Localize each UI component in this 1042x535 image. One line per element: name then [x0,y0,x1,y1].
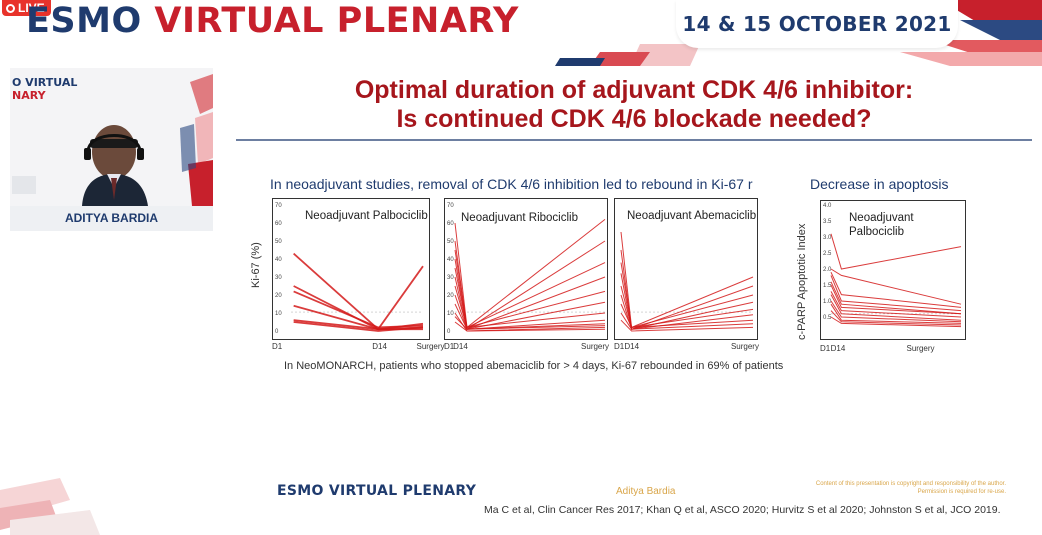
x-tick-label: D14 [830,344,846,353]
x-tick-label: Surgery [581,342,610,351]
subhead-rebound: In neoadjuvant studies, removal of CDK 4… [270,176,753,192]
x-tick-label: D14 [453,342,468,351]
series-line [830,268,962,305]
series-line [454,285,606,328]
speaker-name: ADITYA BARDIA [10,206,213,231]
banner-title: ESMO VIRTUAL PLENARY [26,0,519,42]
series-line [454,321,606,332]
series-line [830,294,962,321]
presentation-slide: Optimal duration of adjuvant CDK 4/6 inh… [226,66,1042,535]
series-line [454,316,606,330]
x-tick-label: Surgery [730,342,759,351]
footer-speaker-name: Aditya Bardia [616,486,676,497]
x-tick-label: D1 [614,342,625,351]
header-banner: LIVE ESMO VIRTUAL PLENARY 14 & 15 OCTOBE… [0,0,1042,66]
chart-cparp-title: Neoadjuvant Palbociclib [849,212,914,238]
chart-ribociclib: 0 10 20 30 40 50 60 70 Neoadjuvant Ribociclib [444,198,608,340]
chart-cparp-plot: 0.5 1.0 1.5 2.0 2.5 3.0 3.5 4.0 [823,203,962,328]
y-tick-label: 60 [447,221,454,227]
cparp-axis-title: c-PARP Apoptotic Index [796,223,808,340]
y-tick-label: 30 [275,275,282,281]
speaker-video[interactable] [10,68,213,206]
y-tick-label: 0.5 [823,315,832,321]
series-line [830,303,962,324]
footer-decoration [0,478,100,535]
series-line [830,271,962,308]
y-tick-label: 40 [447,257,454,263]
x-tick-label: Surgery [906,344,935,353]
speaker-background-logo: O VIRTUAL NARY [12,76,78,102]
series-line [830,310,962,326]
y-tick-label: 4.0 [823,203,832,209]
chart-palbociclib: 0 10 20 30 40 50 60 70 Neoadjuvant Palbociclib [272,198,430,340]
slide-references: Ma C et al, Clin Cancer Res 2017; Khan Q… [484,504,1001,516]
speaker-panel: O VIRTUAL NARY ADITYA BARDIA [10,68,213,231]
y-tick-label: 70 [447,203,454,209]
y-tick-label: 1.0 [823,299,832,305]
event-date: 14 & 15 OCTOBER 2021 [682,12,952,36]
chart-ribociclib-plot: 0 10 20 30 40 50 60 70 [447,203,606,335]
series-line [620,303,754,328]
chart-ribociclib-title: Neoadjuvant Ribociclib [461,212,578,224]
footer-logo: ESMO VIRTUAL PLENARY [277,483,477,499]
neomonarch-footnote: In NeoMONARCH, patients who stopped abem… [284,360,784,372]
y-tick-label: 3.5 [823,219,832,225]
x-tick-label: D14 [372,342,387,351]
y-tick-label: 20 [447,293,454,299]
y-tick-label: 0 [275,329,279,335]
y-tick-label: 3.0 [823,235,832,241]
y-tick-label: 70 [275,203,282,209]
y-tick-label: 10 [275,311,282,317]
chart-cparp: 0.5 1.0 1.5 2.0 2.5 3.0 3.5 4.0 Neoadjuvant Pal… [820,200,966,340]
series-line [830,281,962,315]
slide-title: Optimal duration of adjuvant CDK 4/6 inh… [354,76,914,133]
y-tick-label: 1.5 [823,283,832,289]
footer-copyright: Content of this presentation is copyrigh… [815,481,1006,495]
series-line [620,262,754,329]
banner-decoration [555,0,1042,66]
chart-palbociclib-plot: 0 10 20 30 40 50 60 70 [275,203,424,335]
series-line [293,252,424,331]
y-tick-label: 2.0 [823,267,832,273]
series-line [620,312,754,330]
chart-abemaciclib-plot [620,231,754,332]
y-tick-label: 60 [275,221,282,227]
title-divider [236,139,1032,141]
banner-virtual-plenary: VIRTUAL PLENARY [154,1,519,41]
y-tick-label: 20 [275,293,282,299]
x-tick-label: D1 [820,344,831,353]
event-date-pill: 14 & 15 OCTOBER 2021 [676,0,958,48]
chart-palbociclib-title: Neoadjuvant Palbociclib [305,210,428,222]
y-tick-label: 30 [447,275,454,281]
y-tick-label: 10 [447,311,454,317]
x-tick-label: D14 [624,342,640,351]
series-line [293,321,424,332]
series-line [830,233,962,270]
x-tick-label: Surgery [416,342,445,351]
banner-esmo: ESMO [26,1,142,41]
series-line [830,284,962,315]
live-label: LIVE [18,1,45,15]
series-line [454,294,606,330]
series-line [830,300,962,323]
ki67-axis-title: Ki-67 (%) [250,242,262,288]
y-tick-label: 50 [447,239,454,245]
chart-abemaciclib-title: Neoadjuvant Abemaciclib [627,210,757,222]
series-line [620,319,754,332]
y-tick-label: 50 [275,239,282,245]
series-line [620,273,754,330]
live-badge[interactable]: LIVE [2,0,51,16]
y-tick-label: 2.5 [823,251,832,257]
series-line [830,291,962,318]
y-tick-label: 40 [275,257,282,263]
live-record-icon [6,3,15,13]
chart-abemaciclib: Neoadjuvant Abemaciclib [614,198,758,340]
series-line [293,290,424,329]
subhead-apoptosis: Decrease in apoptosis [810,176,949,192]
x-tick-label: D1 [272,342,283,351]
series-line [830,275,962,312]
x-tick-label: D1 [444,342,455,351]
series-line [830,316,962,328]
y-tick-label: 0 [447,329,451,335]
